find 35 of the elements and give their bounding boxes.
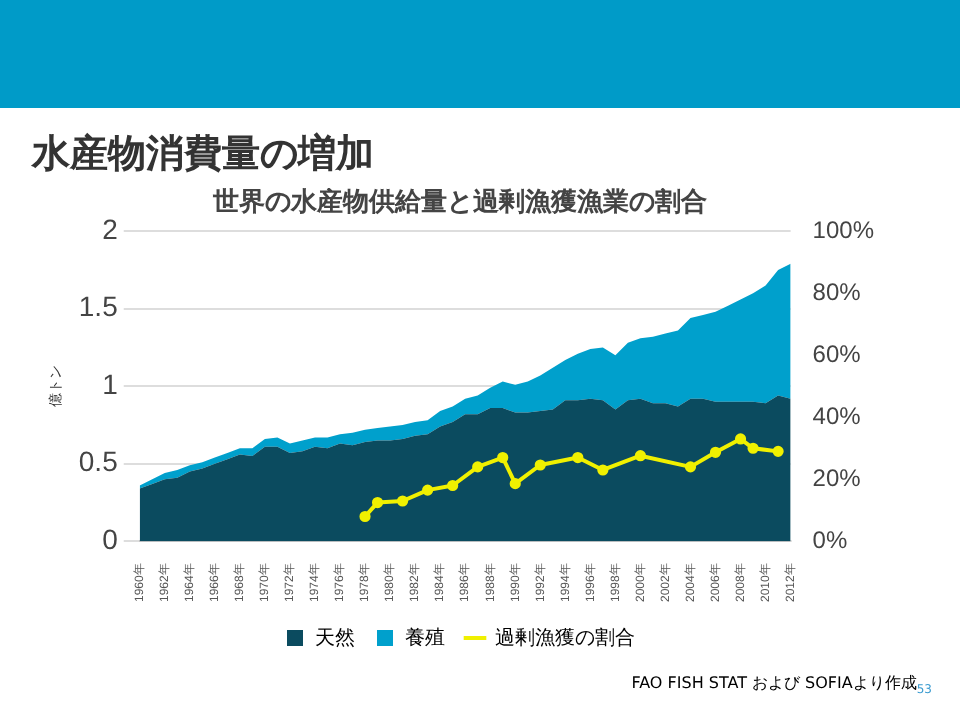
point [597,464,609,476]
point [359,510,371,523]
point [572,451,584,464]
chart-subtitle: 水産物消費量の増加 [32,130,374,180]
y-tick-label: 1.5 [78,290,119,323]
point [422,484,434,496]
y2-tick-label: 100% [812,215,875,244]
point [472,461,484,473]
point [396,495,409,507]
y-tick-label: 0.5 [78,445,119,478]
point [734,433,747,445]
point [497,451,509,464]
text: FAO FISH STAT および SOFIAより作成 [631,674,917,692]
point [447,479,459,492]
point [684,461,697,473]
y2-tick-label: 20% [812,463,862,492]
y2-tick-label: 0% [812,525,848,554]
y-tick-label: 2 [102,212,119,245]
point [371,496,384,509]
point [709,446,722,458]
chart-title: 世界の水産物供給量と過剰漁獲漁業の割合 [211,186,707,219]
legend-label: 過剰漁獲の割合 [495,625,635,650]
point [747,442,759,454]
text: 53 [916,683,932,698]
point [772,445,784,457]
point [509,478,521,490]
y2-tick-label: 40% [812,401,862,430]
y-tick-label: 1 [102,367,119,400]
legend-label: 天然 [315,625,355,650]
y-tick-label: 0 [102,523,119,556]
point [634,450,647,462]
legend-label: 養殖 [405,625,445,650]
point [534,459,546,471]
y2-tick-label: 60% [812,339,862,368]
y2-tick-label: 80% [812,277,862,306]
